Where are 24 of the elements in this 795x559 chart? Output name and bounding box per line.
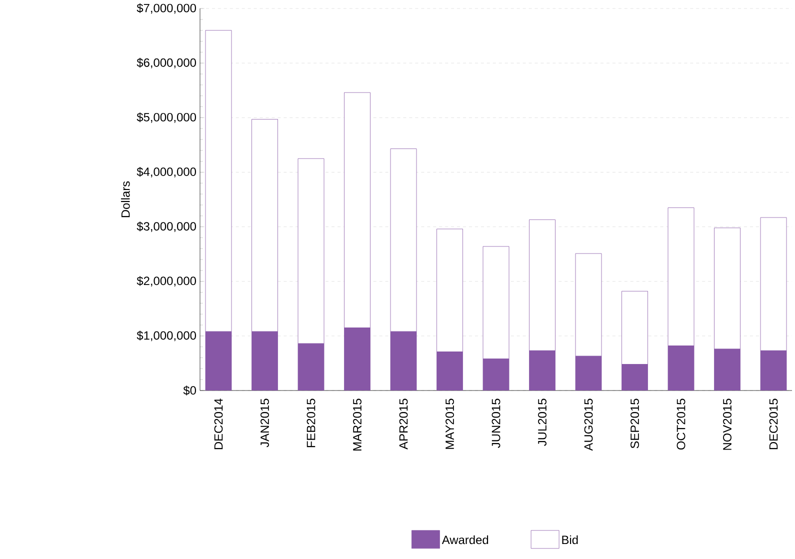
x-tick-label: SEP2015 xyxy=(630,399,639,448)
x-tick-label: APR2015 xyxy=(399,399,408,450)
x-tick-label: DEC2014 xyxy=(214,398,223,450)
legend-label: Awarded xyxy=(442,536,488,544)
x-tick-label: NOV2015 xyxy=(723,399,732,450)
x-tick-label: AUG2015 xyxy=(584,399,593,452)
y-tick-label: $3,000,000 xyxy=(136,222,196,232)
y-tick-label: $6,000,000 xyxy=(136,58,196,69)
y-tick-label: $0 xyxy=(183,386,196,396)
y-tick-label: $1,000,000 xyxy=(136,330,196,342)
y-tick-label: $5,000,000 xyxy=(136,112,196,124)
legend-label: Bid xyxy=(562,536,578,544)
x-tick-label: MAR2015 xyxy=(353,399,362,451)
y-tick-label: $4,000,000 xyxy=(136,167,196,178)
y-tick-label: $2,000,000 xyxy=(136,276,196,287)
y-axis-title: Dollars xyxy=(121,182,130,218)
x-tick-label: OCT2015 xyxy=(676,399,686,450)
x-tick-label: FEB2015 xyxy=(306,399,316,448)
x-tick-label: JUN2015 xyxy=(492,399,500,448)
x-tick-label: DEC2015 xyxy=(769,399,778,450)
x-tick-label: JUL2015 xyxy=(538,399,546,446)
x-tick-label: JAN2015 xyxy=(260,399,269,448)
y-tick-label: $7,000,000 xyxy=(136,4,196,14)
x-tick-label: MAY2015 xyxy=(446,399,454,450)
